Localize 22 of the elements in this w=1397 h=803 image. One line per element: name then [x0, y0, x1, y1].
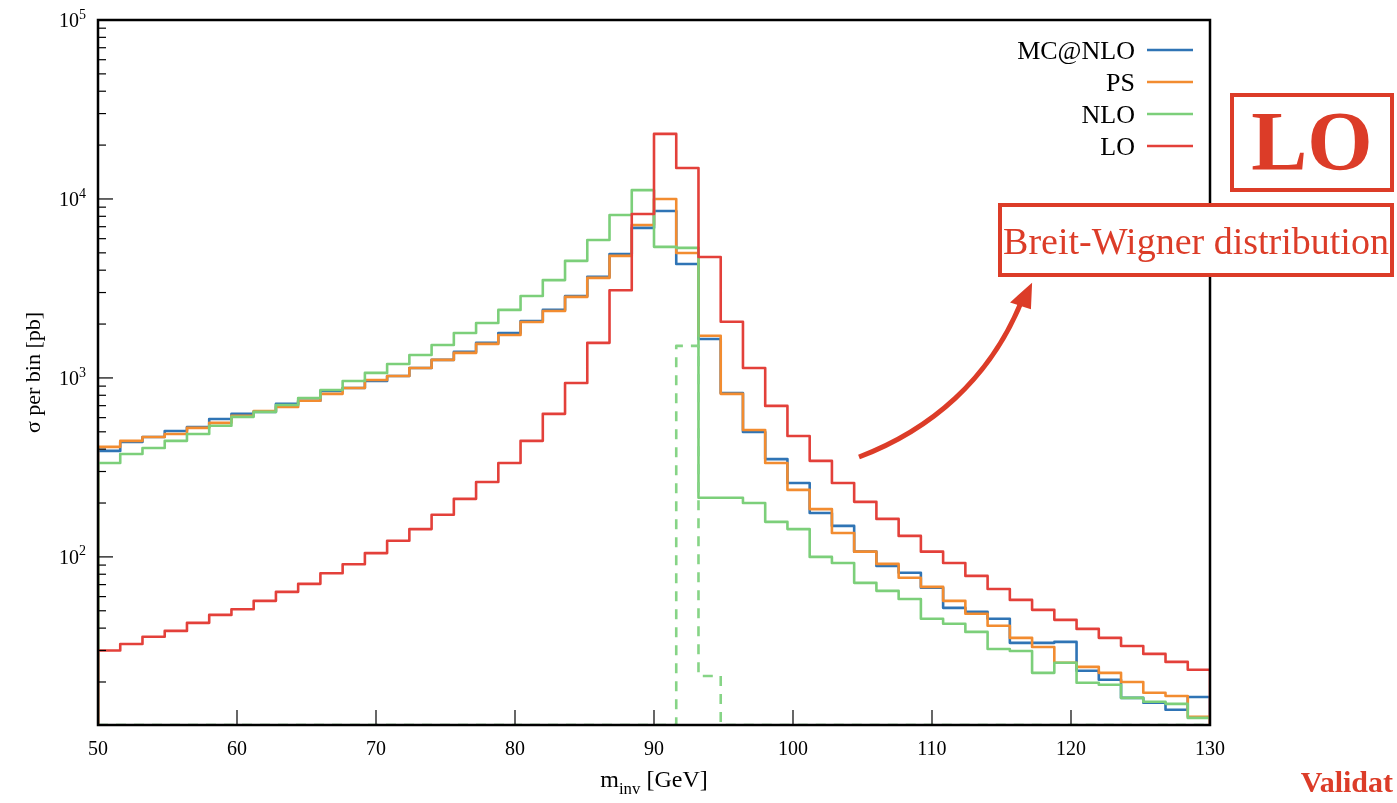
- x-tick-label: 120: [1056, 737, 1086, 759]
- annotation: Breit-Wigner distribution: [1003, 220, 1389, 262]
- x-tick-label: 90: [644, 737, 664, 759]
- x-tick-label: 110: [917, 737, 947, 759]
- x-axis-title: m$_{inv}$ [GeV]: [600, 765, 708, 798]
- legend-label: LO: [1100, 132, 1135, 161]
- legend-label: PS: [1106, 68, 1135, 97]
- x-tick-label: 50: [88, 737, 108, 759]
- y-tick-label: 10$^{2}$: [59, 543, 86, 568]
- text: LO: [1251, 95, 1373, 188]
- legend-label: NLO: [1081, 100, 1135, 129]
- y-tick-label: 10$^{4}$: [59, 185, 86, 210]
- y-tick-label: 10$^{5}$: [59, 6, 86, 31]
- y-tick-label: 10$^{3}$: [59, 364, 86, 389]
- x-tick-label: 70: [366, 737, 386, 759]
- y-axis-title: σ per bin [pb]: [20, 311, 45, 434]
- legend-label: MC@NLO: [1017, 36, 1135, 65]
- x-tick-label: 60: [227, 737, 247, 759]
- x-tick-label: 130: [1195, 737, 1225, 759]
- x-tick-label: 80: [505, 737, 525, 759]
- x-tick-label: 100: [778, 737, 808, 759]
- text: Validat: [1300, 765, 1393, 798]
